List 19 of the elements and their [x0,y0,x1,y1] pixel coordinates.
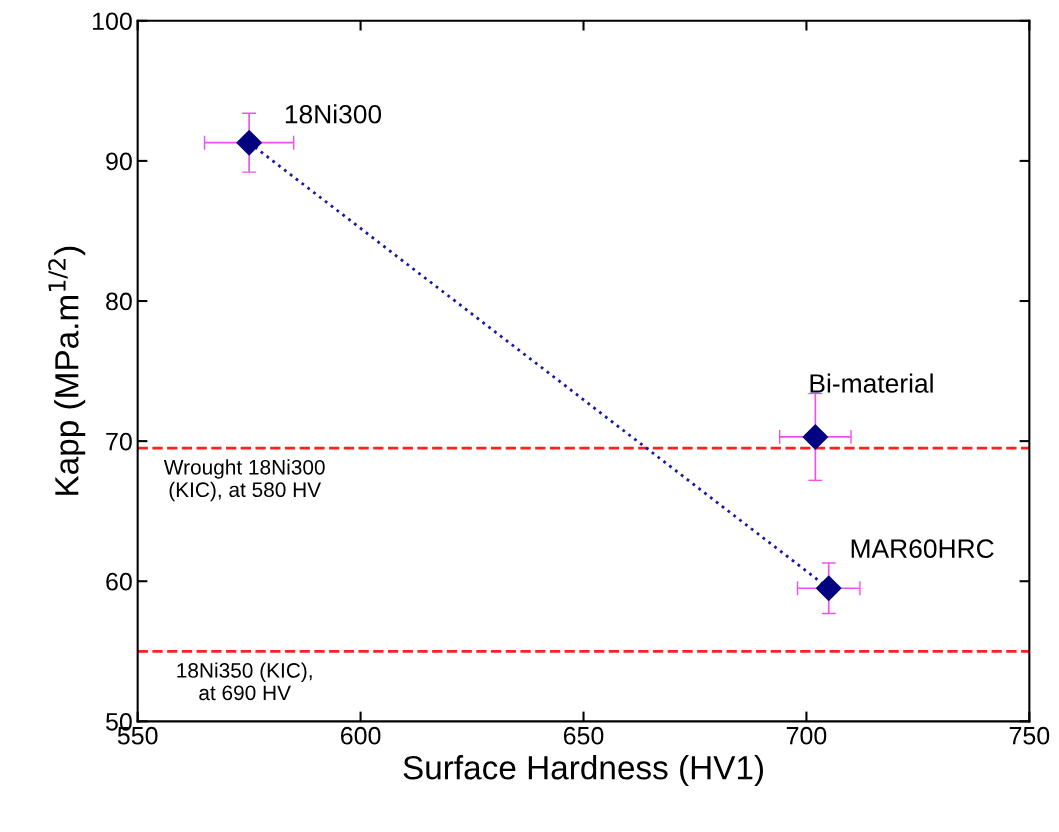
y-axis-title: Kapp (MPa.m$^{1/2}$) [48,246,86,495]
point [815,575,842,601]
x-axis-title: Surface Hardness (HV1) [403,755,763,787]
x-tick-label: 700 [786,726,827,745]
annotation: Bi-material [810,373,933,393]
y-tick-label: 80 [106,292,132,311]
y-tick-label: 100 [93,12,132,31]
x-tick-label: 600 [341,726,381,745]
ref-line-label: 18Ni350 (KIC), at 690 HV [177,662,312,701]
x-tick-label: 650 [563,726,604,745]
ref-line-label: Wrought 18Ni300 (KIC), at 580 HV [163,459,325,502]
y-tick-label: 90 [106,152,132,171]
y-tick-label: 60 [106,572,132,591]
point [802,424,829,450]
x-tick-label: 750 [1009,726,1050,745]
annotation: 18Ni300 [285,104,382,124]
annotation: MAR60HRC [851,539,994,559]
point [236,129,262,156]
y-tick-label: 70 [106,432,132,451]
